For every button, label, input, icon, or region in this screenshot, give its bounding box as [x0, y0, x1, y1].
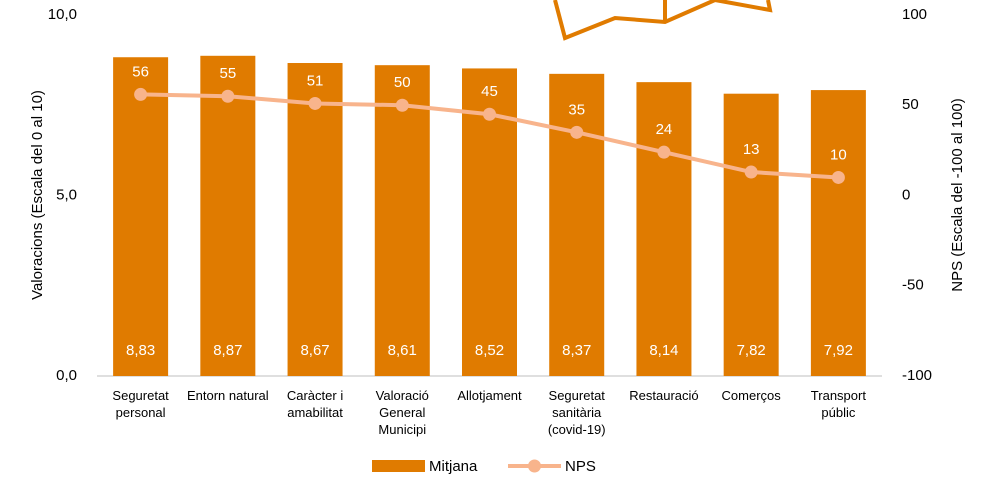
- y2-tick-label: -50: [902, 277, 924, 294]
- bar: [636, 82, 692, 376]
- bar: [200, 55, 256, 376]
- x-tick-label: Entorn natural: [186, 388, 269, 403]
- line-value-label: 56: [132, 63, 149, 80]
- y-tick-label: 10,0: [48, 6, 77, 23]
- line-point: [308, 96, 322, 110]
- legend-swatch: [372, 460, 425, 472]
- bar: [723, 93, 779, 376]
- legend-swatch: [528, 459, 541, 473]
- x-tick-label: Seguretat sanitària (covid-19): [547, 388, 606, 437]
- x-tick-label: Caràcter i amabilitat: [286, 388, 344, 420]
- line-value-label: 13: [743, 141, 760, 158]
- bar-value-label: 8,37: [562, 342, 591, 359]
- legend-label: Mitjana: [429, 458, 478, 475]
- legend-label: NPS: [565, 458, 596, 475]
- y-tick-label: 5,0: [56, 186, 77, 203]
- decor-icon: [553, 0, 716, 41]
- line-value-label: 51: [307, 72, 324, 89]
- line-point: [657, 145, 671, 159]
- y2-tick-label: 0: [902, 186, 910, 203]
- bar-value-label: 8,67: [300, 342, 329, 359]
- bar-value-label: 7,92: [824, 342, 853, 359]
- line-point: [570, 125, 584, 139]
- line-point: [831, 170, 845, 184]
- x-tick-label: Valoració General Municipi: [375, 388, 429, 437]
- x-tick-label: Allotjament: [457, 388, 522, 403]
- y-axis-label: Valoracions (Escala del 0 al 10): [29, 90, 46, 300]
- bar: [549, 73, 605, 376]
- bar: [374, 65, 430, 376]
- line-value-label: 45: [481, 83, 498, 100]
- bar-value-label: 8,87: [213, 342, 242, 359]
- line-point: [483, 107, 496, 121]
- decor-icon: [714, 0, 773, 13]
- x-tick-label: Transport públic: [810, 388, 866, 420]
- bar-value-label: 8,52: [475, 342, 504, 359]
- bar-value-label: 7,82: [737, 342, 766, 359]
- y2-tick-label: 100: [902, 6, 927, 23]
- line-value-label: 50: [394, 74, 411, 91]
- bar-value-label: 8,61: [388, 342, 417, 359]
- y2-tick-label: -100: [902, 367, 932, 384]
- x-tick-label: Comerços: [721, 388, 781, 403]
- y2-tick-label: 50: [902, 96, 919, 113]
- bar-value-label: 8,14: [649, 342, 678, 359]
- y-tick-label: 0,0: [56, 367, 77, 384]
- x-tick-label: Restauració: [629, 388, 699, 403]
- line-value-label: 24: [656, 121, 673, 138]
- line-value-label: 35: [568, 101, 585, 118]
- bar: [287, 63, 343, 376]
- line-point: [744, 165, 758, 179]
- bar: [113, 57, 169, 376]
- line-point: [395, 98, 409, 112]
- line-value-label: 55: [219, 65, 236, 82]
- x-tick-label: Seguretat personal: [112, 388, 169, 420]
- line-point: [221, 89, 235, 103]
- bar-value-label: 8,83: [126, 342, 155, 359]
- line-value-label: 10: [830, 146, 847, 163]
- y2-axis-label: NPS (Escala del -100 al 100): [949, 98, 966, 291]
- bar: [810, 90, 866, 376]
- line-point: [134, 87, 148, 101]
